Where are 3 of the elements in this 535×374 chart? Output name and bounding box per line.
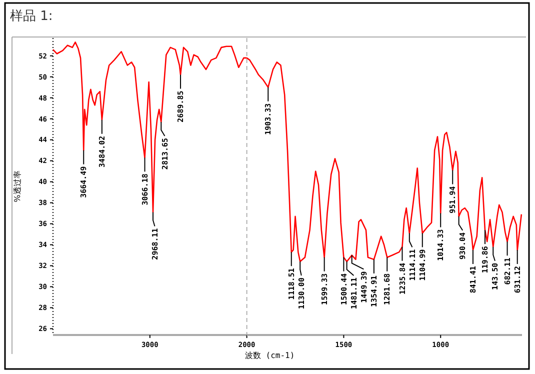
- x-axis-title: 波数 (cm-1): [244, 351, 295, 360]
- y-axis-title: %透过率: [13, 170, 22, 202]
- chart-title: 样品 1:: [10, 9, 53, 24]
